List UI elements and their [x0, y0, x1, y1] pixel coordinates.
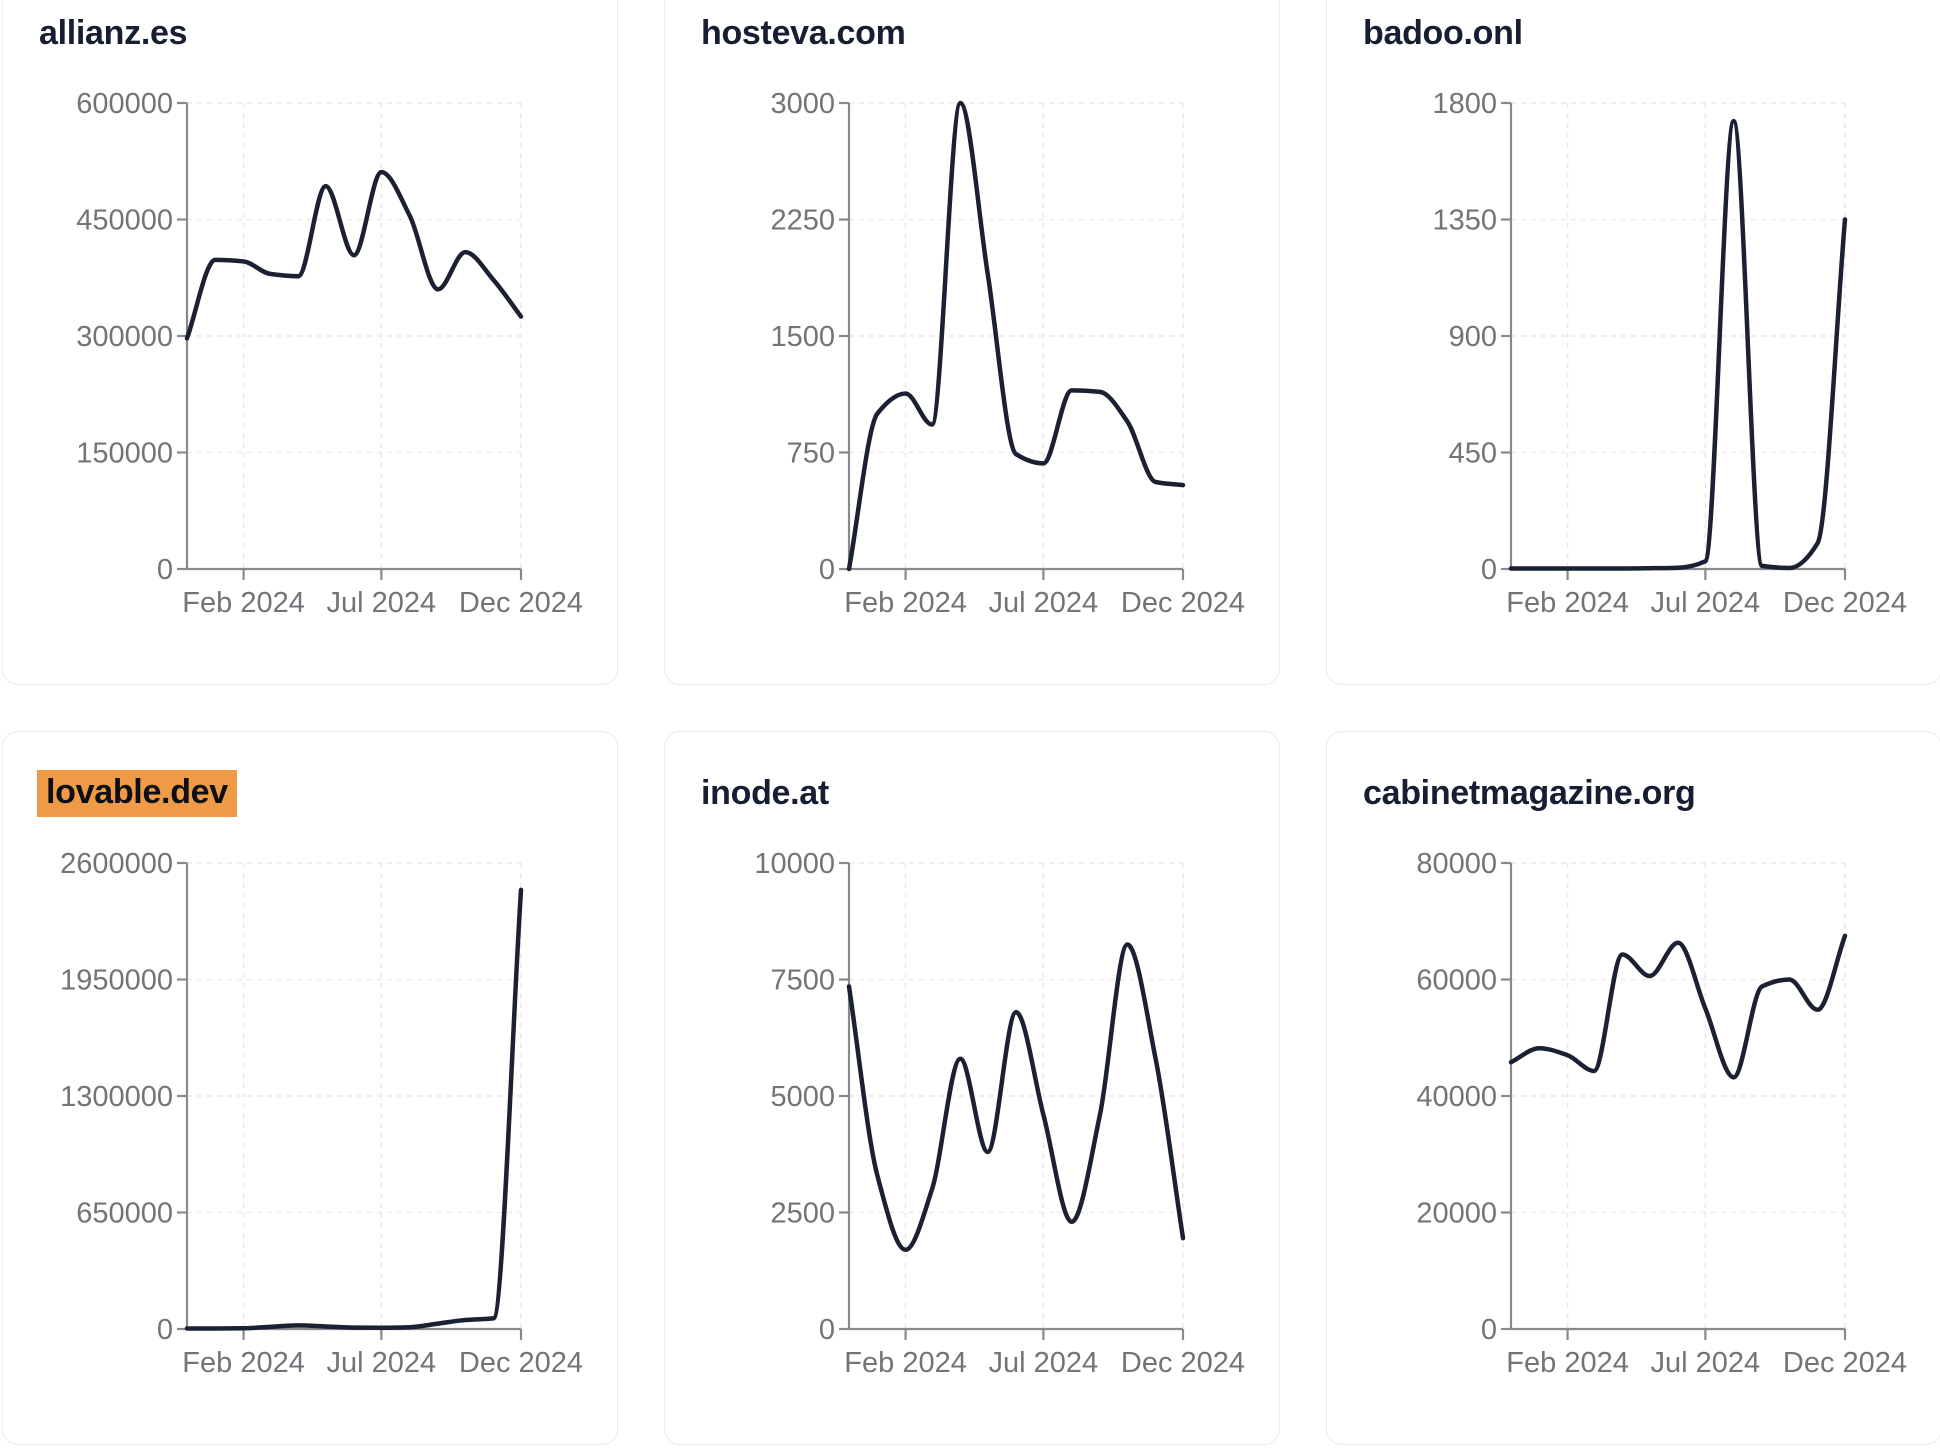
svg-text:0: 0	[1481, 1314, 1497, 1346]
svg-text:40000: 40000	[1416, 1081, 1497, 1113]
svg-text:Jul 2024: Jul 2024	[327, 1347, 437, 1379]
svg-text:Feb 2024: Feb 2024	[1506, 587, 1629, 619]
svg-text:0: 0	[819, 554, 835, 586]
line-chart-badoo-onl: 0 450 900 1350 1800 Feb 2024 Jul 2024 Dec 2024	[1432, 88, 1907, 619]
svg-text:Dec 2024: Dec 2024	[1121, 587, 1245, 619]
svg-text:0: 0	[157, 1314, 173, 1346]
svg-text:2500: 2500	[770, 1197, 835, 1229]
svg-text:7500: 7500	[770, 964, 835, 996]
svg-text:Jul 2024: Jul 2024	[327, 587, 437, 619]
chart-title: inode.at	[701, 774, 829, 812]
svg-text:450: 450	[1449, 437, 1497, 469]
chart-card-cabinetmagazine-org: cabinetmagazine.org 0 20000 40000 60000 8000…	[1326, 731, 1940, 1445]
svg-text:2250: 2250	[770, 204, 835, 236]
chart-title: hosteva.com	[701, 14, 906, 52]
chart-title-highlighted: lovable.dev	[37, 770, 237, 817]
chart-title: allianz.es	[39, 14, 188, 52]
svg-text:750: 750	[787, 437, 835, 469]
svg-text:Feb 2024: Feb 2024	[182, 587, 305, 619]
line-chart-hosteva-com: 0 750 1500 2250 3000 Feb 2024 Jul 2024 Dec 2024	[770, 88, 1245, 619]
svg-text:1500: 1500	[770, 321, 835, 353]
svg-text:650000: 650000	[76, 1197, 173, 1229]
chart-title: cabinetmagazine.org	[1363, 774, 1696, 812]
chart-card-lovable-dev: lovable.dev 0 650000 1300000 1950000 2600000…	[2, 731, 618, 1445]
svg-text:2600000: 2600000	[60, 848, 173, 880]
svg-text:Dec 2024: Dec 2024	[459, 587, 583, 619]
svg-text:0: 0	[157, 554, 173, 586]
svg-text:900: 900	[1449, 321, 1497, 353]
svg-text:Dec 2024: Dec 2024	[1783, 587, 1907, 619]
svg-text:Jul 2024: Jul 2024	[1651, 587, 1761, 619]
svg-text:Dec 2024: Dec 2024	[1121, 1347, 1245, 1379]
svg-text:0: 0	[1481, 554, 1497, 586]
svg-text:Feb 2024: Feb 2024	[182, 1347, 305, 1379]
svg-text:Feb 2024: Feb 2024	[1506, 1347, 1629, 1379]
chart-card-allianz-es: allianz.es 0 150000 300000 450000 600000 Feb …	[2, 0, 618, 685]
svg-text:Jul 2024: Jul 2024	[1651, 1347, 1761, 1379]
svg-text:1300000: 1300000	[60, 1081, 173, 1113]
svg-text:300000: 300000	[76, 321, 173, 353]
line-chart-allianz-es: 0 150000 300000 450000 600000 Feb 2024 Jul 202…	[76, 88, 583, 619]
svg-text:20000: 20000	[1416, 1197, 1497, 1229]
svg-text:5000: 5000	[770, 1081, 835, 1113]
svg-text:10000: 10000	[754, 848, 835, 880]
svg-text:Feb 2024: Feb 2024	[844, 1347, 967, 1379]
chart-card-hosteva-com: hosteva.com 0 750 1500 2250 3000 Feb 2024 Jul …	[664, 0, 1280, 685]
line-chart-cabinetmagazine-org: 0 20000 40000 60000 80000 Feb 2024 Jul 2024 Dec…	[1416, 848, 1907, 1379]
line-chart-inode-at: 0 2500 5000 7500 10000 Feb 2024 Jul 2024 Dec 20…	[754, 848, 1245, 1379]
svg-text:Feb 2024: Feb 2024	[844, 587, 967, 619]
svg-text:80000: 80000	[1416, 848, 1497, 880]
chart-title: badoo.onl	[1363, 14, 1523, 52]
svg-text:60000: 60000	[1416, 964, 1497, 996]
chart-card-badoo-onl: badoo.onl 0 450 900 1350 1800 Feb 2024 Jul 202…	[1326, 0, 1940, 685]
svg-text:1800: 1800	[1432, 88, 1497, 120]
chart-card-inode-at: inode.at 0 2500 5000 7500 10000 Feb 2024 Jul 2…	[664, 731, 1280, 1445]
svg-text:600000: 600000	[76, 88, 173, 120]
svg-text:Dec 2024: Dec 2024	[1783, 1347, 1907, 1379]
svg-text:150000: 150000	[76, 437, 173, 469]
svg-text:Jul 2024: Jul 2024	[989, 587, 1099, 619]
svg-text:3000: 3000	[770, 88, 835, 120]
svg-text:0: 0	[819, 1314, 835, 1346]
svg-text:1350: 1350	[1432, 204, 1497, 236]
line-chart-lovable-dev: 0 650000 1300000 1950000 2600000 Feb 2024 Jul …	[60, 848, 583, 1379]
svg-text:1950000: 1950000	[60, 964, 173, 996]
svg-text:Jul 2024: Jul 2024	[989, 1347, 1099, 1379]
svg-text:Dec 2024: Dec 2024	[459, 1347, 583, 1379]
svg-text:450000: 450000	[76, 204, 173, 236]
